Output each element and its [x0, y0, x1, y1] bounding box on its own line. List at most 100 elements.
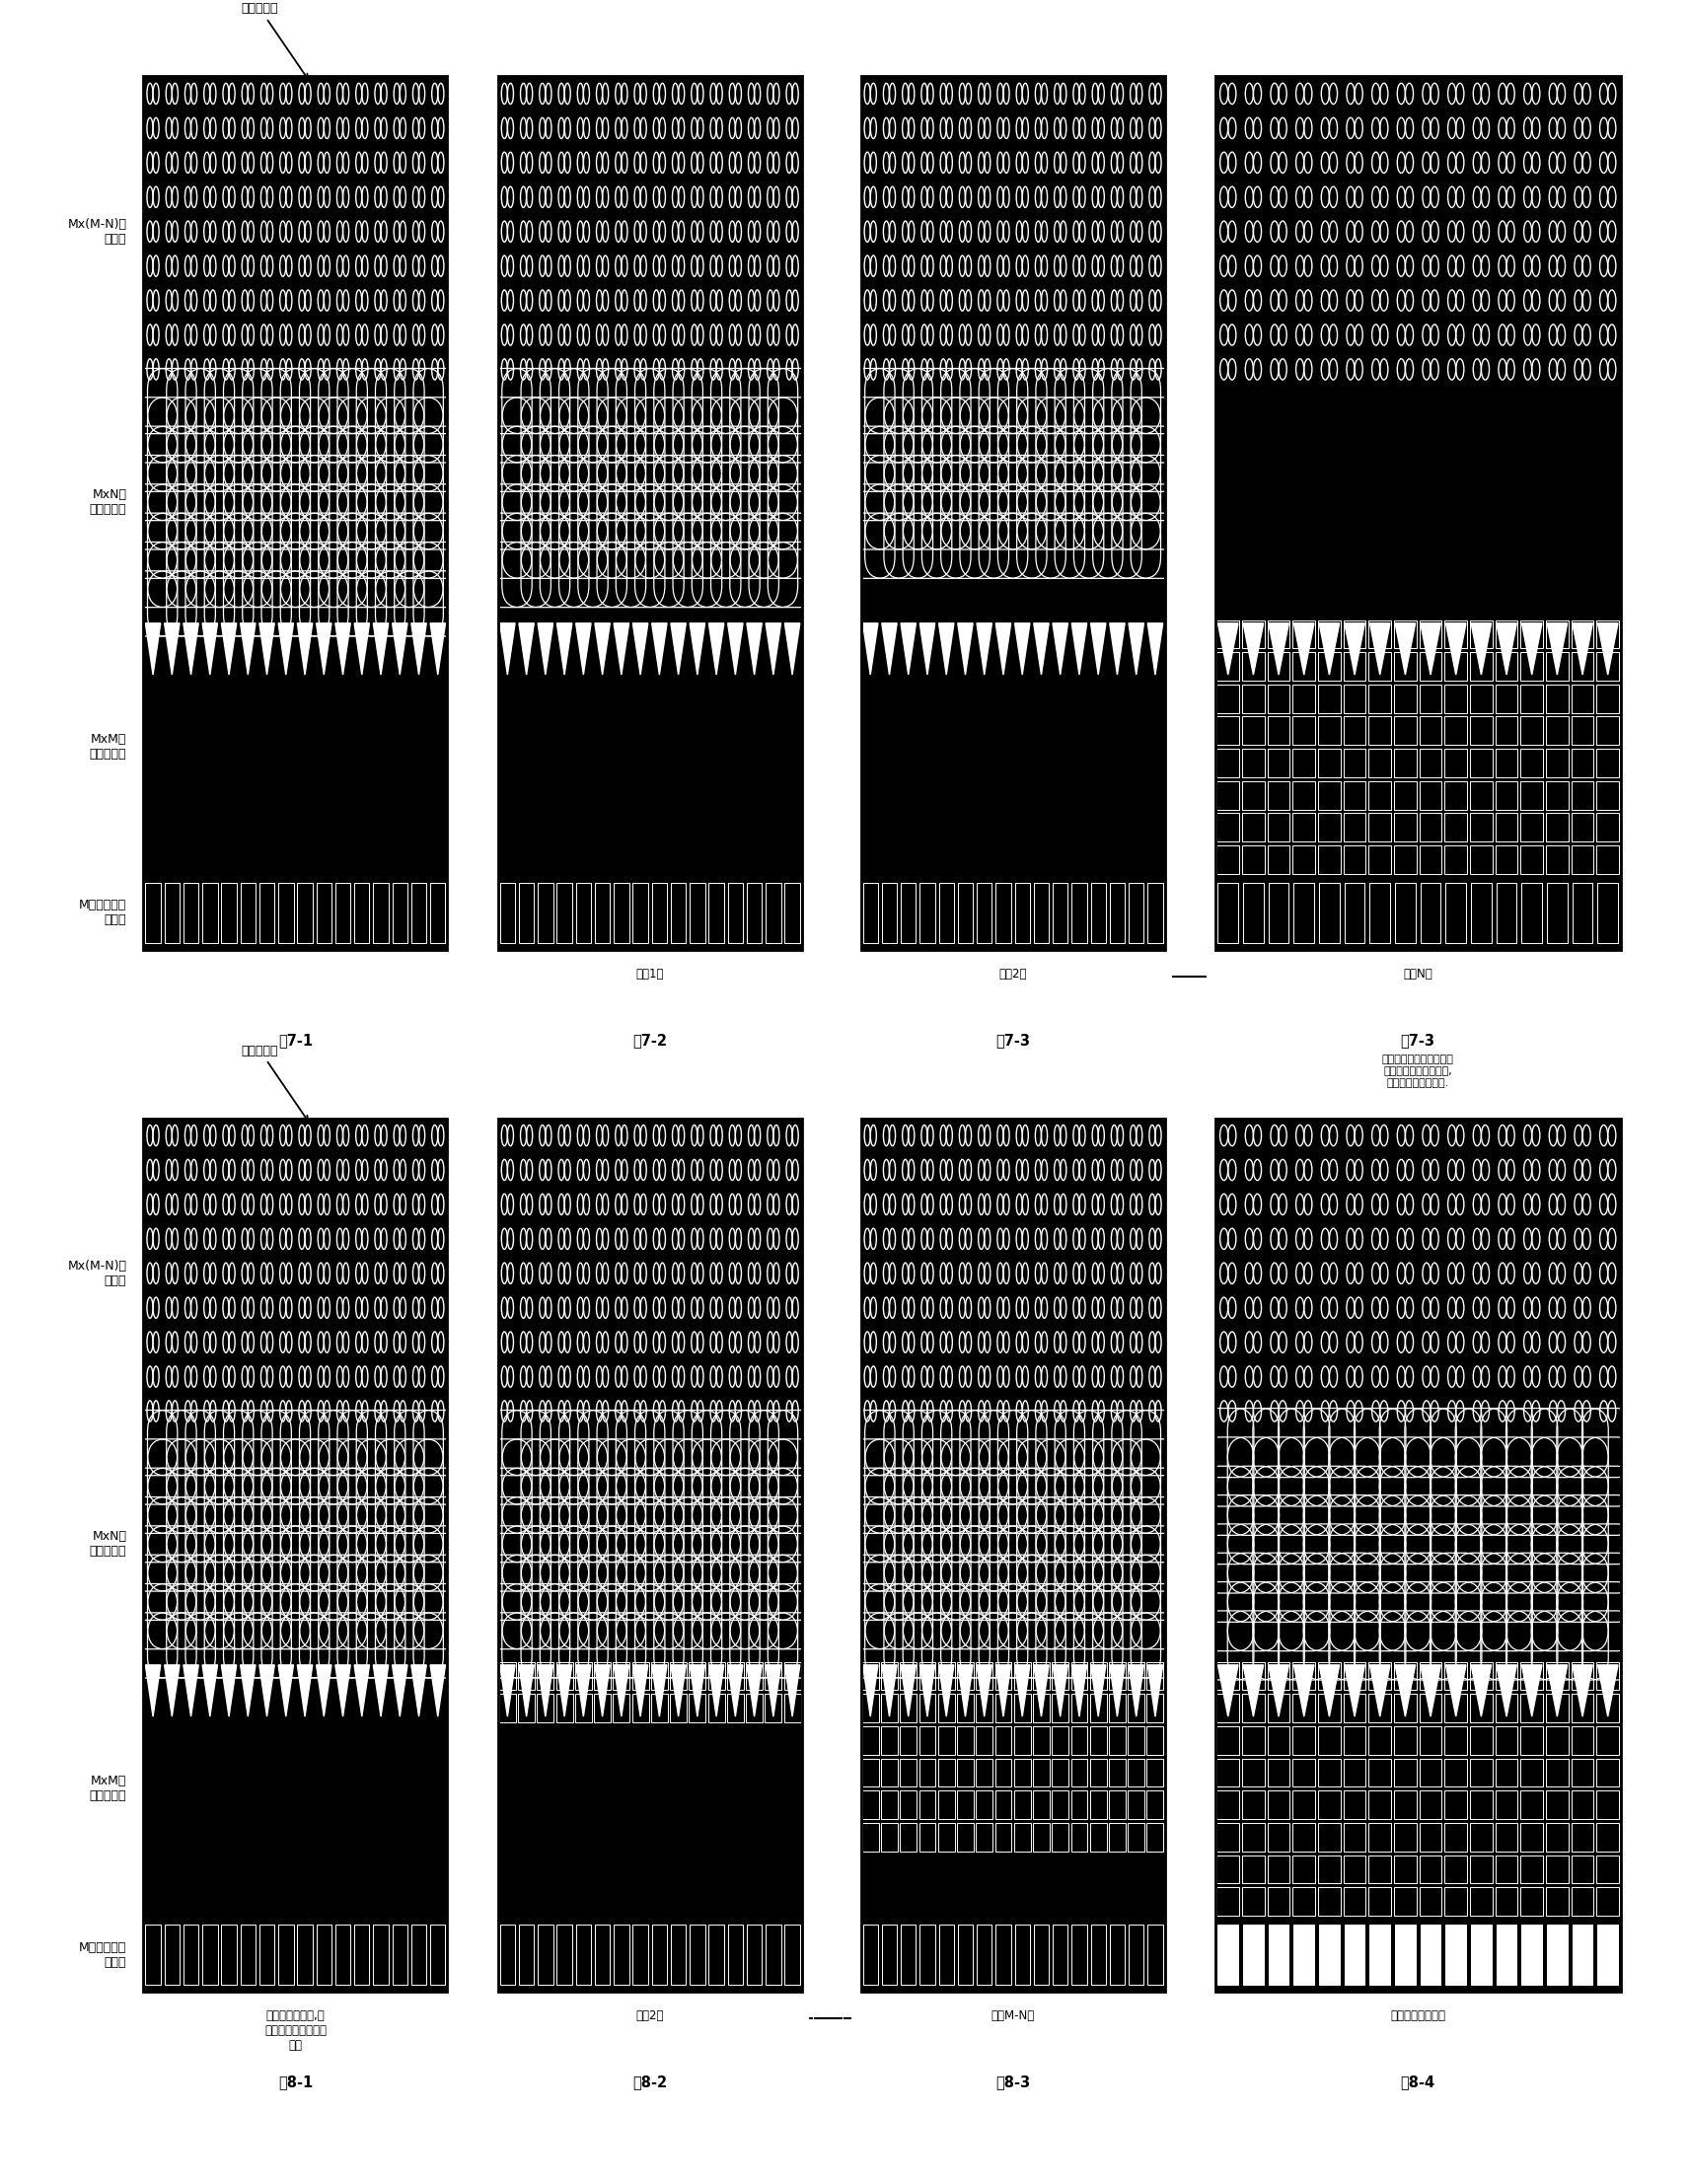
Bar — [1128, 1662, 1144, 1690]
Bar — [1070, 1824, 1087, 1852]
Bar — [1521, 1758, 1543, 1787]
Bar — [783, 1662, 800, 1690]
Bar — [613, 1695, 630, 1723]
Polygon shape — [1129, 622, 1144, 675]
Polygon shape — [1148, 1664, 1163, 1717]
Bar — [863, 1758, 879, 1787]
Bar — [996, 1924, 1011, 1985]
Polygon shape — [279, 1664, 294, 1717]
Bar — [1369, 782, 1391, 810]
Polygon shape — [518, 622, 533, 675]
Bar — [1445, 1854, 1467, 1883]
Bar — [576, 1695, 592, 1723]
Bar — [861, 1660, 1165, 1918]
Bar — [1369, 812, 1391, 841]
Bar — [1053, 882, 1069, 943]
Bar — [143, 876, 447, 950]
Text: 此时图像存储区的电荷被
全部转移到电荷存储区,
下一帧图像开始曝光.: 此时图像存储区的电荷被 全部转移到电荷存储区, 下一帧图像开始曝光. — [1382, 1055, 1453, 1088]
Bar — [690, 1924, 706, 1985]
Bar — [918, 1791, 935, 1819]
Bar — [1146, 1824, 1163, 1852]
Bar — [594, 882, 609, 943]
Polygon shape — [240, 1664, 255, 1717]
Polygon shape — [221, 622, 236, 675]
Polygon shape — [297, 1664, 312, 1717]
Polygon shape — [557, 1664, 572, 1717]
Polygon shape — [1033, 622, 1048, 675]
Bar — [1217, 1854, 1239, 1883]
Bar — [957, 1758, 974, 1787]
Bar — [1217, 812, 1239, 841]
Bar — [1597, 1725, 1619, 1754]
Bar — [765, 1695, 782, 1723]
Polygon shape — [1129, 1664, 1144, 1717]
Bar — [1546, 653, 1568, 681]
Bar — [1546, 620, 1568, 649]
Bar — [1128, 1695, 1144, 1723]
Bar — [881, 882, 896, 943]
Bar — [863, 1924, 878, 1985]
Bar — [863, 1791, 879, 1819]
Bar — [1470, 812, 1492, 841]
Bar — [633, 882, 648, 943]
Bar — [1572, 1824, 1593, 1852]
Bar — [1318, 684, 1340, 712]
Bar — [1344, 1695, 1366, 1723]
Bar — [976, 1824, 993, 1852]
Bar — [1070, 1695, 1087, 1723]
Bar — [1293, 812, 1315, 841]
Bar — [1470, 845, 1492, 874]
Bar — [1070, 1725, 1087, 1754]
Polygon shape — [392, 1664, 407, 1717]
Bar — [1109, 1924, 1124, 1985]
Polygon shape — [1546, 1664, 1566, 1717]
Bar — [918, 1662, 935, 1690]
Polygon shape — [1217, 1664, 1237, 1717]
Polygon shape — [430, 622, 446, 675]
Bar — [555, 1662, 572, 1690]
Bar — [1470, 1824, 1492, 1852]
Bar — [652, 1662, 668, 1690]
Bar — [1445, 1924, 1465, 1985]
Bar — [1546, 684, 1568, 712]
Polygon shape — [1420, 622, 1440, 675]
Bar — [1496, 716, 1518, 745]
Bar — [392, 882, 407, 943]
Bar — [1496, 812, 1518, 841]
Bar — [1293, 1725, 1315, 1754]
Bar — [1394, 845, 1416, 874]
Bar — [1268, 1662, 1290, 1690]
Text: Mx(M-N)元
遥光区: Mx(M-N)元 遥光区 — [68, 1260, 127, 1286]
Text: MxM元
电荷存储区: MxM元 电荷存储区 — [89, 734, 127, 760]
Bar — [1369, 1725, 1391, 1754]
Text: 转移1行: 转移1行 — [636, 968, 663, 981]
Bar — [900, 1824, 917, 1852]
Bar — [1217, 782, 1239, 810]
Bar — [1420, 1924, 1440, 1985]
Bar — [1394, 1758, 1416, 1787]
Bar — [498, 618, 802, 876]
Polygon shape — [184, 1664, 199, 1717]
Bar — [1128, 1791, 1144, 1819]
Bar — [1445, 1662, 1467, 1690]
Polygon shape — [977, 1664, 993, 1717]
Bar — [498, 1918, 802, 1992]
Bar — [614, 882, 630, 943]
Bar — [576, 1662, 592, 1690]
Polygon shape — [500, 1664, 515, 1717]
Bar — [1394, 782, 1416, 810]
Bar — [1470, 653, 1492, 681]
Bar — [1217, 653, 1239, 681]
Bar — [901, 1924, 917, 1985]
Bar — [1420, 845, 1442, 874]
Bar — [1344, 620, 1366, 649]
Polygon shape — [652, 1664, 667, 1717]
Bar — [1420, 716, 1442, 745]
Polygon shape — [354, 622, 370, 675]
Bar — [1394, 812, 1416, 841]
Bar — [728, 1695, 744, 1723]
Bar — [1318, 1887, 1340, 1915]
Bar — [881, 1824, 898, 1852]
Bar — [1242, 716, 1264, 745]
Bar — [861, 1118, 1165, 1428]
